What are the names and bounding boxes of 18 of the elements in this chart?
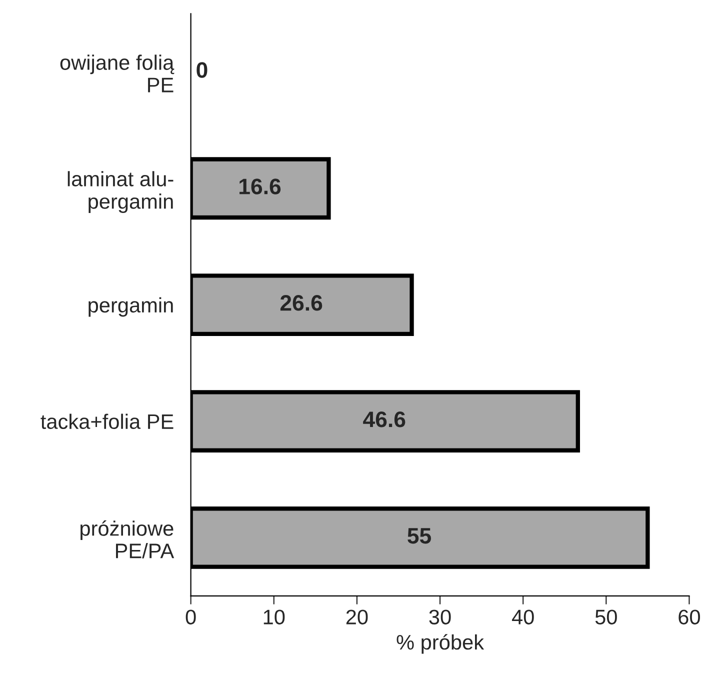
x-axis-title: % próbek (396, 634, 484, 654)
data-label: 55 (408, 528, 431, 544)
data-label: 16.6 (240, 178, 281, 194)
y-tick-label: tacka+folia PE (40, 414, 174, 430)
y-tick-label: laminat alu- pergamin (68, 171, 174, 213)
data-label: 46.6 (363, 412, 406, 428)
x-tick-label: 50 (595, 610, 617, 624)
y-tick-label: owijane folią PE (60, 54, 174, 92)
x-tick-label: 60 (678, 610, 700, 624)
y-tick-label: pergamin (88, 297, 173, 317)
x-tick-label: 30 (429, 610, 451, 624)
x-tick-label: 40 (512, 610, 534, 624)
x-tick-label: 0 (186, 610, 196, 624)
x-tick-label: 20 (346, 610, 368, 624)
data-label: 26.6 (280, 295, 322, 311)
x-tick-label: 10 (264, 610, 285, 624)
data-label: 0 (196, 62, 208, 78)
y-tick-label: próżniowe PE/PA (80, 520, 174, 558)
